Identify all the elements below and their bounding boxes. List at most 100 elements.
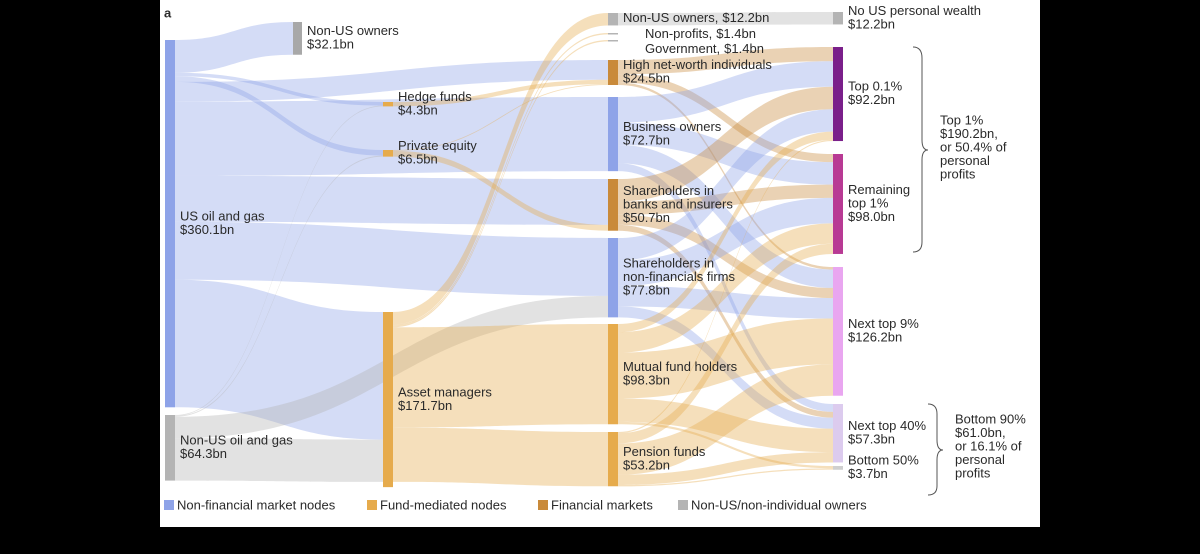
node-name: Mutual fund holders <box>623 359 738 374</box>
node-value: $1.4bn <box>716 26 756 41</box>
annotation: or 50.4% of <box>940 139 1007 154</box>
flow <box>618 12 833 26</box>
flow <box>175 221 608 296</box>
node <box>293 22 302 55</box>
node <box>833 466 843 470</box>
flow <box>618 223 833 353</box>
annotation: $61.0bn, <box>955 425 1006 440</box>
node-value: $57.3bn <box>848 431 895 446</box>
flow <box>618 306 833 429</box>
node-value: $6.5bn <box>398 152 438 167</box>
flow <box>618 468 833 487</box>
flow <box>618 318 833 399</box>
node <box>165 415 175 481</box>
flow <box>618 144 833 288</box>
node-name: Business owners <box>623 119 722 134</box>
node-value: $24.5bn <box>623 71 670 86</box>
node <box>165 40 175 408</box>
flow <box>175 60 608 102</box>
legend-swatch <box>678 500 688 510</box>
flow <box>175 279 383 440</box>
legend-label: Non-US/non-individual owners <box>691 497 867 512</box>
node-value: $53.2bn <box>623 457 670 472</box>
flow <box>618 421 833 469</box>
node <box>608 13 618 26</box>
node-value: $360.1bn <box>180 222 234 237</box>
node-value: $126.2bn <box>848 330 902 345</box>
node-value: $12.2bn <box>722 10 769 25</box>
legend-swatch <box>367 500 377 510</box>
annotation: personal <box>955 452 1005 467</box>
flow <box>393 427 608 487</box>
nodes: US oil and gas$360.1bn Non-US oil and gas… <box>165 3 981 488</box>
node <box>608 238 618 318</box>
node-value: $72.7bn <box>623 132 670 147</box>
annotation: Top 1% <box>940 112 984 127</box>
panel-label: a <box>164 5 172 20</box>
node-value: $64.3bn <box>180 446 227 461</box>
flow <box>618 82 833 270</box>
flow <box>175 97 608 176</box>
node <box>833 47 843 142</box>
flow <box>618 47 833 75</box>
node-name: Government, <box>645 41 720 56</box>
annotation: profits <box>940 166 976 181</box>
flow <box>618 452 833 486</box>
node-label: Non-profits, $1.4bn <box>645 26 756 41</box>
node-name: Non-US owners <box>307 23 399 38</box>
flow <box>618 74 833 163</box>
node <box>608 40 618 42</box>
node-name: Pension funds <box>623 444 706 459</box>
node <box>833 267 843 396</box>
node-value: $3.7bn <box>848 466 888 481</box>
node-name: US oil and gas <box>180 208 265 223</box>
legend-label: Financial markets <box>551 497 653 512</box>
node-value: $4.3bn <box>398 102 438 117</box>
node-value: $77.8bn <box>623 283 670 298</box>
legend-swatch <box>164 500 174 510</box>
node-name: Non-US owners, <box>623 10 718 25</box>
flow <box>393 33 608 326</box>
node-name: Next top 9% <box>848 316 919 331</box>
node-label: Government, $1.4bn <box>645 41 764 56</box>
node-name: non-financials firms <box>623 269 735 284</box>
node-value: $32.1bn <box>307 37 354 52</box>
legend-swatch <box>538 500 548 510</box>
flow <box>618 224 833 418</box>
node <box>608 432 618 487</box>
annotation: or 16.1% of <box>955 438 1022 453</box>
flow <box>618 86 833 202</box>
node-value: $92.2bn <box>848 92 895 107</box>
flow <box>393 150 608 231</box>
panel-background <box>160 0 1040 527</box>
flow <box>618 131 833 333</box>
node-name: Private equity <box>398 138 477 153</box>
links <box>175 12 833 487</box>
node-name: Non-profits, <box>645 26 712 41</box>
bracket <box>912 46 929 253</box>
flow <box>618 285 833 319</box>
node-value: $12.2bn <box>848 16 895 31</box>
node-value: $1.4bn <box>724 41 764 56</box>
node-label: Non-US owners, $12.2bn <box>623 10 769 25</box>
annotation: profits <box>955 465 991 480</box>
annotation: $190.2bn, <box>940 126 998 141</box>
flow <box>393 324 608 428</box>
node-name: Asset managers <box>398 384 492 399</box>
node-name: top 1% <box>848 195 889 210</box>
flow <box>393 13 608 325</box>
annotation: personal <box>940 153 990 168</box>
node <box>833 154 843 254</box>
flow <box>393 40 608 328</box>
flow <box>618 139 833 434</box>
flow <box>175 175 608 225</box>
node <box>608 33 618 35</box>
node <box>383 102 393 107</box>
flow <box>175 155 383 417</box>
flow <box>175 72 383 106</box>
flow <box>175 76 383 156</box>
flow <box>618 197 833 286</box>
node-name: Shareholders in <box>623 183 714 198</box>
flow <box>618 214 833 299</box>
